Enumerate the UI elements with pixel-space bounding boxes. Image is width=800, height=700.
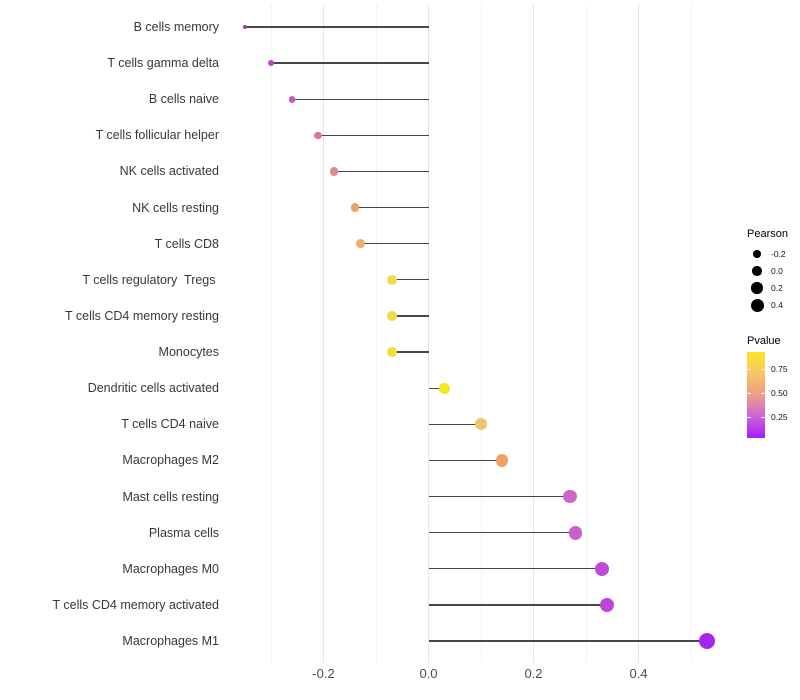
y-axis-label: Plasma cells: [148, 525, 219, 540]
lollipop-dot: [563, 489, 578, 504]
y-axis-label: T cells CD4 memory resting: [65, 308, 219, 323]
pvalue-colorbar: [747, 352, 765, 438]
lollipop-dot: [350, 203, 360, 212]
gridline-major: [323, 4, 324, 663]
lollipop-dot: [594, 561, 609, 576]
y-axis-label: Mast cells resting: [122, 489, 219, 504]
x-axis-tick-label: 0.0: [419, 666, 438, 681]
x-axis-tick-label: 0.2: [524, 666, 543, 681]
legend-size-dot: [752, 266, 762, 276]
lollipop-dot: [495, 454, 509, 467]
lollipop-dot: [475, 418, 487, 431]
y-axis-label: B cells memory: [133, 20, 219, 34]
y-axis-label: T cells CD4 naive: [121, 417, 219, 432]
x-axis-tick-label: -0.2: [312, 666, 335, 681]
gridline-minor: [585, 4, 587, 663]
y-axis-label: Macrophages M1: [122, 634, 219, 649]
lollipop-dot: [438, 382, 450, 394]
y-axis-label: T cells CD4 memory activated: [52, 597, 220, 612]
colorbar-tick: [747, 368, 751, 370]
y-axis-label: B cells naive: [148, 92, 219, 107]
colorbar-tick: [747, 393, 751, 395]
gridline-minor: [690, 4, 692, 663]
y-axis-label: NK cells activated: [119, 164, 219, 179]
legend-pvalue-title: Pvalue: [747, 335, 781, 347]
lollipop-dot: [386, 311, 397, 321]
lollipop-dot: [288, 95, 296, 103]
y-axis-label: T cells gamma delta: [107, 56, 219, 71]
colorbar-tick-label: 0.50: [771, 388, 788, 399]
lollipop-stem: [428, 423, 481, 425]
gridline-major: [533, 4, 534, 663]
y-axis-label: Macrophages M0: [122, 561, 219, 576]
lollipop-stem: [391, 279, 429, 281]
gridline-major: [428, 4, 429, 663]
lollipop-dot: [268, 60, 274, 67]
gridline-minor: [480, 4, 482, 663]
lollipop-stem: [318, 134, 429, 136]
colorbar-tick: [747, 416, 751, 418]
lollipop-dot: [599, 597, 615, 613]
gridline-minor: [270, 4, 272, 663]
lollipop-stem: [428, 495, 571, 498]
lollipop-dot: [568, 525, 583, 540]
lollipop-dot: [698, 633, 715, 650]
lollipop-stem: [428, 459, 502, 462]
lollipop-stem: [391, 315, 429, 317]
lollipop-stem: [271, 62, 429, 64]
lollipop-stem: [428, 531, 576, 534]
legend-size-label: 0.2: [771, 283, 783, 293]
y-axis-label: Dendritic cells activated: [87, 381, 219, 396]
x-axis-tick-label: 0.4: [629, 666, 648, 681]
y-axis-label: T cells CD8: [154, 236, 219, 251]
lollipop-dot: [355, 239, 365, 249]
legend-size-dot: [753, 250, 761, 258]
colorbar-tick-label: 0.75: [771, 363, 788, 374]
lollipop-dot: [386, 347, 397, 357]
legend-pearson-title: Pearson: [747, 228, 788, 240]
lollipop-stem: [428, 604, 607, 606]
y-axis-label: T cells follicular helper: [95, 128, 219, 143]
lollipop-stem: [292, 98, 429, 100]
lollipop-stem: [391, 351, 429, 353]
legend-size-dot: [751, 282, 763, 294]
colorbar-tick: [761, 368, 765, 370]
lollipop-dot: [242, 24, 247, 30]
legend-size-dot: [750, 298, 764, 312]
lollipop-dot: [329, 167, 339, 176]
lollipop-stem: [355, 206, 429, 209]
lollipop-dot: [314, 131, 323, 140]
colorbar-tick-label: 0.25: [771, 411, 788, 422]
lollipop-stem: [428, 387, 445, 389]
legend-size-label: -0.2: [771, 249, 786, 259]
gridline-major: [638, 4, 639, 663]
lollipop-stem: [334, 170, 429, 173]
gridline-minor: [375, 4, 377, 663]
legend-size-label: 0.4: [771, 300, 783, 310]
y-axis-label: NK cells resting: [132, 200, 219, 215]
legend-size-label: 0.0: [771, 266, 783, 276]
lollipop-stem: [428, 568, 602, 570]
y-axis-label: T cells regulatory Tregs: [82, 272, 219, 287]
lollipop-stem: [244, 26, 429, 28]
lollipop-stem: [360, 243, 429, 245]
lollipop-stem: [428, 640, 707, 642]
lollipop-dot: [386, 274, 397, 285]
y-axis-label: Macrophages M2: [122, 453, 219, 468]
colorbar-tick: [761, 416, 765, 418]
y-axis-label: Monocytes: [158, 345, 219, 360]
colorbar-tick: [761, 393, 765, 395]
